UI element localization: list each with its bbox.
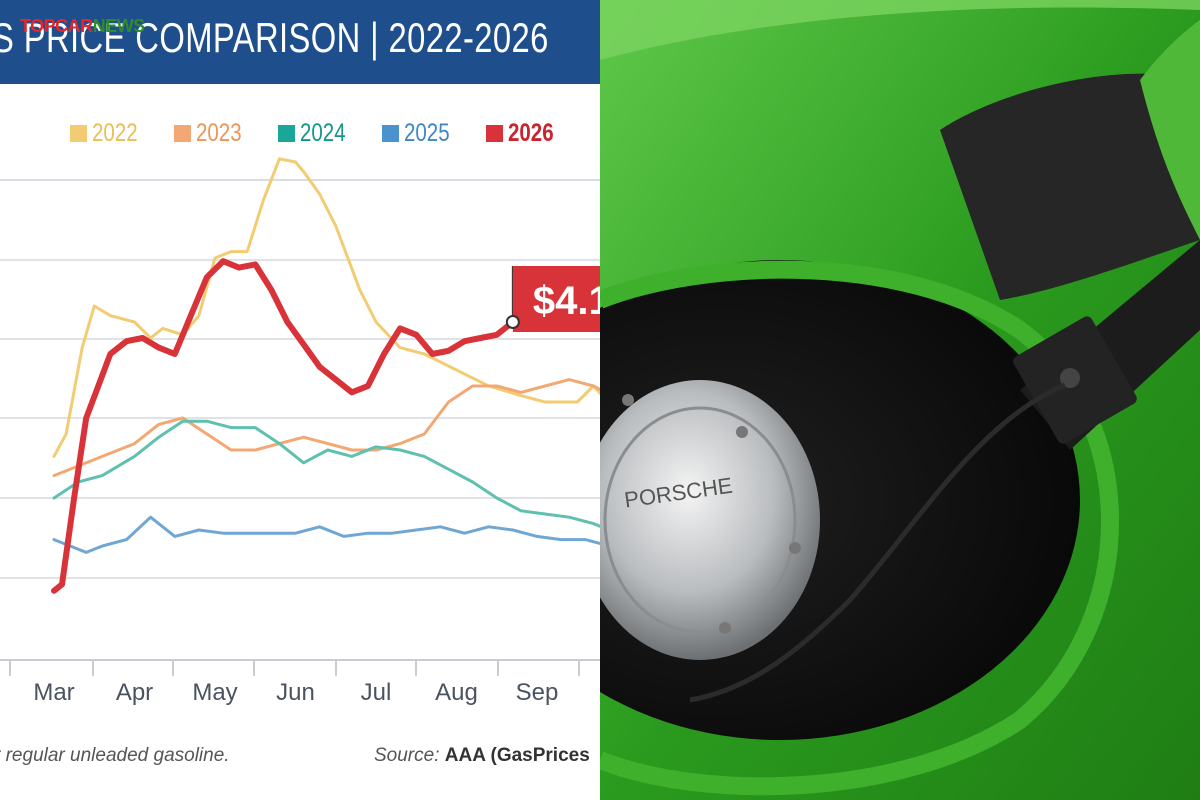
legend-label: 2023 (196, 118, 242, 147)
x-tick-label: May (192, 679, 237, 706)
legend-item-2022: 2022 (70, 119, 154, 148)
legend-item-2025: 2025 (382, 119, 466, 148)
legend-swatch (70, 124, 87, 142)
source-prefix: Source: (374, 745, 445, 766)
legend-swatch (382, 124, 399, 142)
body-highlight (600, 0, 1200, 60)
footnote: r regular unleaded gasoline. (0, 745, 230, 766)
series-line-2024 (52, 419, 600, 528)
car-fuel-cap-photo: PORSCHE (600, 0, 1200, 800)
legend-item-2023: 2023 (174, 119, 258, 148)
fuel-cap-inner (603, 406, 797, 634)
fuel-door-edge (1140, 20, 1200, 240)
legend-label: 2025 (404, 118, 450, 147)
callout-value: $4.1 (533, 279, 600, 323)
series-line-2023 (52, 378, 600, 478)
line-chart: Mar Apr May Jun Jul Aug Sep $4.1 (0, 157, 600, 706)
cap-screw (719, 622, 731, 634)
watermark-logo: TOPCARNEWS (20, 16, 145, 37)
series-line-2026 (51, 258, 516, 594)
x-tick-label: Jul (361, 679, 392, 706)
x-tick-label: Jun (276, 679, 315, 706)
chart-legend: 2022 2023 2024 2025 2026 (70, 118, 590, 148)
callout-box (512, 266, 600, 332)
legend-label: 2024 (300, 118, 346, 147)
cap-screw (736, 426, 748, 438)
chart-panel: S PRICE COMPARISON | 2022-2026 TOPCARNEW… (0, 0, 600, 767)
legend-item-2024: 2024 (278, 119, 362, 148)
watermark-part1: TOPCAR (20, 16, 93, 36)
legend-swatch (174, 124, 191, 142)
legend-label: 2022 (92, 118, 138, 147)
legend-item-2026: 2026 (486, 119, 570, 148)
fuel-cap (600, 380, 820, 660)
watermark-part2: NEWS (92, 16, 146, 36)
source-name: AAA (GasPrices (444, 745, 590, 766)
source-citation: Source: AAA (GasPrices (374, 745, 590, 767)
cap-screw (622, 394, 634, 406)
x-tick-label: Apr (116, 679, 153, 706)
fuel-door-illustration: PORSCHE (600, 0, 1200, 800)
x-tick-label: Sep (516, 679, 559, 706)
chart-header: S PRICE COMPARISON | 2022-2026 (0, 0, 600, 84)
legend-swatch (486, 124, 503, 142)
series-line-2022 (52, 157, 600, 458)
x-tick-label: Aug (435, 679, 478, 706)
opening-rim (600, 260, 1119, 796)
price-callout: $4.1 (505, 266, 600, 332)
grid-lines (0, 259, 600, 579)
legend-label: 2026 (508, 118, 554, 147)
series-line-2025 (52, 515, 600, 554)
legend-swatch (278, 124, 295, 142)
fuel-door-panel (940, 73, 1200, 300)
chart-title: S PRICE COMPARISON | 2022-2026 (0, 14, 549, 61)
x-axis: Mar Apr May Jun Jul Aug Sep (0, 659, 600, 706)
series-lines (51, 157, 600, 594)
tether-cable (689, 382, 1066, 703)
cap-screw (789, 542, 801, 554)
hinge-bolt (1060, 368, 1080, 388)
x-tick-label: Mar (33, 679, 74, 706)
callout-marker (505, 315, 520, 329)
